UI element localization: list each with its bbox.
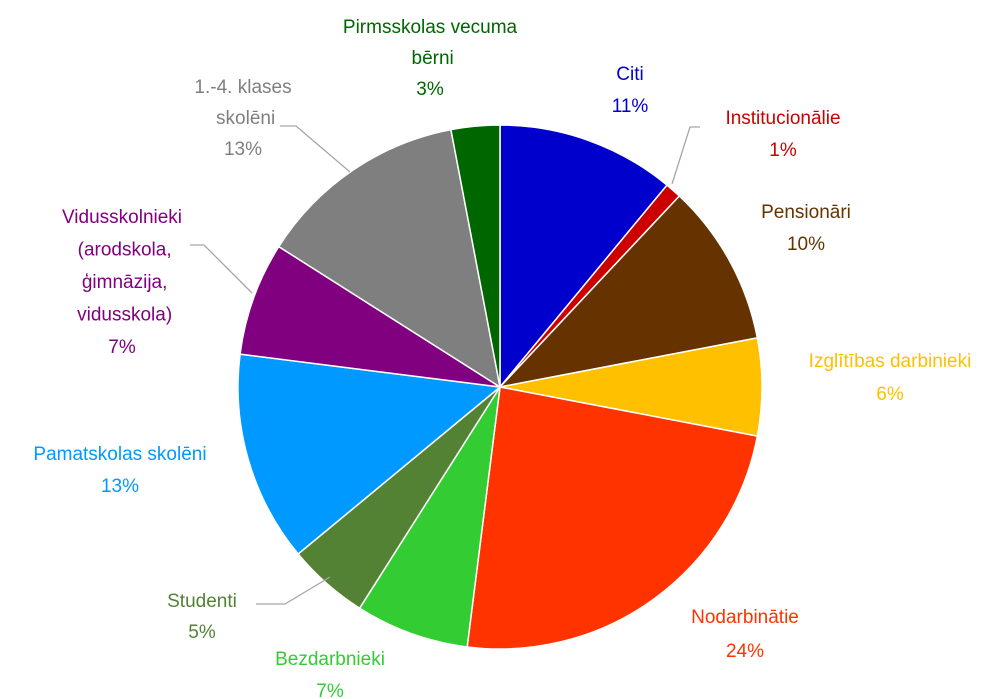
label-line: Studenti xyxy=(167,591,237,612)
label-line: bērni xyxy=(406,48,454,69)
value-label: 13% xyxy=(101,476,139,497)
leader-lines xyxy=(190,125,700,605)
pie-slice xyxy=(239,245,501,388)
pie-slice xyxy=(277,128,502,389)
value-label: 5% xyxy=(188,622,216,643)
value-label: 11% xyxy=(612,96,649,117)
slices xyxy=(237,124,763,650)
label-line: skolēni xyxy=(211,108,275,129)
label-line: ģimnāzija, xyxy=(77,272,168,293)
value-label: 7% xyxy=(316,681,344,699)
label-line: (arodskola, xyxy=(72,240,171,261)
category-label: Pirmsskolas vecuma bērni xyxy=(343,17,518,69)
label-line: 1.-4. klases xyxy=(194,77,291,98)
category-label: Citi xyxy=(616,64,643,85)
label-line: Nodarbinātie xyxy=(691,607,799,628)
labels: Citi 11% Institucionālie 1% Pensionāri 10% Izg… xyxy=(33,17,971,699)
category-label: Pensionāri xyxy=(761,202,851,223)
value-label: 13% xyxy=(224,139,262,160)
value-label: 10% xyxy=(787,234,825,255)
pie-slice xyxy=(466,386,759,650)
label-line: Pamatskolas skolēni xyxy=(33,444,206,465)
pie-slice xyxy=(499,124,669,390)
category-label: Nodarbinātie xyxy=(691,607,799,628)
pie-slice xyxy=(497,194,759,389)
category-label: Vidusskolnieki (arodskola, ģimnāzija, vi… xyxy=(62,207,182,326)
leader-line xyxy=(280,125,351,173)
pie-slice xyxy=(358,386,501,648)
label-line: Institucionālie xyxy=(725,108,840,129)
leader-line xyxy=(671,126,700,185)
value-label: 24% xyxy=(726,641,764,662)
pie-slice xyxy=(450,124,501,388)
value-label: 7% xyxy=(108,337,136,358)
leader-line xyxy=(190,244,253,294)
category-label: Studenti xyxy=(167,591,237,612)
label-line: Pensionāri xyxy=(761,202,851,223)
label-line: Pirmsskolas vecuma xyxy=(343,17,518,38)
label-line: Bezdarbnieki xyxy=(275,649,385,670)
category-label: Izglītības darbinieki xyxy=(809,351,972,372)
label-line: Vidusskolnieki xyxy=(62,207,182,228)
category-label: Bezdarbnieki xyxy=(275,649,385,670)
value-label: 6% xyxy=(876,384,904,405)
category-label: 1.-4. klases skolēni xyxy=(194,77,291,129)
label-line: Citi xyxy=(616,64,643,85)
value-label: 3% xyxy=(416,79,444,100)
label-line: vidusskola) xyxy=(72,305,172,326)
category-label: Pamatskolas skolēni xyxy=(33,444,206,465)
pie-slice xyxy=(237,353,502,556)
label-line: Izglītības darbinieki xyxy=(809,351,972,372)
value-label: 1% xyxy=(769,140,797,161)
category-label: Institucionālie xyxy=(725,108,840,129)
leader-line xyxy=(256,576,331,605)
